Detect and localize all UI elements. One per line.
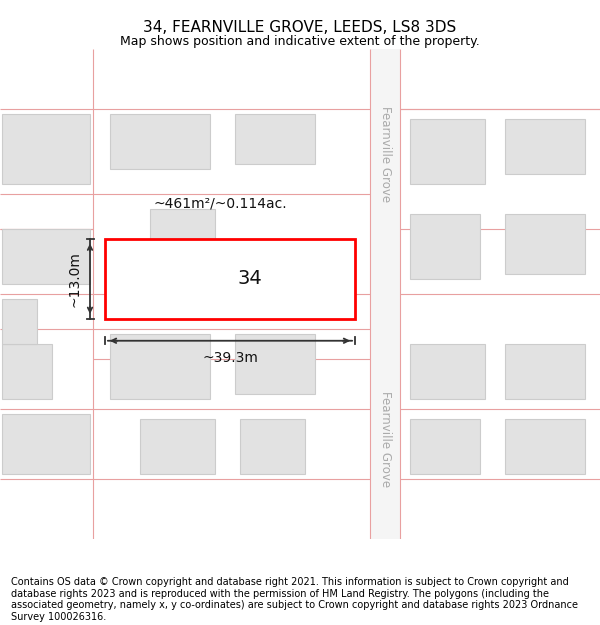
Bar bbox=[505, 419, 585, 474]
Text: Map shows position and indicative extent of the property.: Map shows position and indicative extent… bbox=[120, 35, 480, 48]
Text: Contains OS data © Crown copyright and database right 2021. This information is : Contains OS data © Crown copyright and d… bbox=[11, 577, 578, 622]
Text: 34: 34 bbox=[238, 269, 262, 288]
Bar bbox=[110, 249, 175, 314]
Text: ~39.3m: ~39.3m bbox=[202, 351, 258, 365]
Text: 34, FEARNVILLE GROVE, LEEDS, LS8 3DS: 34, FEARNVILLE GROVE, LEEDS, LS8 3DS bbox=[143, 20, 457, 35]
Bar bbox=[410, 214, 480, 279]
Text: Fearnville Grove: Fearnville Grove bbox=[380, 106, 392, 202]
Bar bbox=[410, 419, 480, 474]
Bar bbox=[240, 419, 305, 474]
Bar bbox=[370, 49, 400, 539]
Bar bbox=[410, 344, 485, 399]
Bar bbox=[110, 114, 210, 169]
Bar bbox=[2, 414, 90, 474]
Bar bbox=[140, 419, 215, 474]
Bar bbox=[2, 344, 52, 399]
Bar bbox=[2, 299, 37, 344]
Bar bbox=[505, 119, 585, 174]
Text: ~461m²/~0.114ac.: ~461m²/~0.114ac. bbox=[153, 197, 287, 211]
Bar bbox=[505, 344, 585, 399]
Bar bbox=[410, 119, 485, 184]
Text: ~13.0m: ~13.0m bbox=[68, 251, 82, 307]
Bar bbox=[2, 114, 90, 184]
Bar bbox=[110, 334, 210, 399]
Bar bbox=[150, 209, 215, 284]
Text: Fearnville Grove: Fearnville Grove bbox=[380, 391, 392, 487]
Bar bbox=[505, 214, 585, 274]
Bar bbox=[2, 229, 90, 284]
Bar bbox=[235, 114, 315, 164]
Bar bbox=[235, 334, 315, 394]
Bar bbox=[105, 239, 355, 319]
